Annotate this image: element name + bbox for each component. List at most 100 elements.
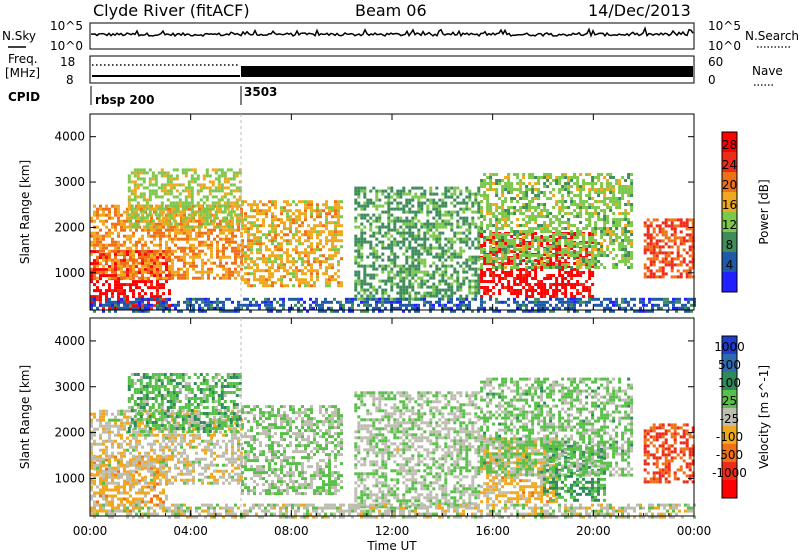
heatmap-cell bbox=[495, 245, 499, 248]
heatmap-cell bbox=[183, 252, 186, 256]
heatmap-cell bbox=[159, 300, 162, 304]
heatmap-cell bbox=[516, 277, 520, 280]
heatmap-cell bbox=[501, 209, 505, 212]
heatmap-cell bbox=[537, 182, 541, 185]
heatmap-cell bbox=[241, 218, 244, 222]
heatmap-cell bbox=[646, 233, 650, 237]
heatmap-cell bbox=[114, 210, 117, 214]
heatmap-cell bbox=[387, 225, 391, 229]
heatmap-cell bbox=[252, 297, 255, 301]
heatmap-cell bbox=[202, 219, 206, 223]
heatmap-cell bbox=[643, 239, 647, 243]
heatmap-cell bbox=[138, 297, 141, 301]
heatmap-cell bbox=[105, 289, 108, 293]
heatmap-cell bbox=[325, 257, 328, 261]
heatmap-cell bbox=[387, 231, 391, 235]
heatmap-cell bbox=[513, 277, 517, 280]
heatmap-cell bbox=[588, 274, 592, 277]
heatmap-cell bbox=[213, 228, 216, 232]
heatmap-cell bbox=[96, 234, 99, 238]
heatmap-cell bbox=[210, 303, 213, 307]
heatmap-cell bbox=[378, 225, 382, 229]
heatmap-cell bbox=[444, 201, 448, 205]
heatmap-cell bbox=[108, 249, 111, 253]
heatmap-cell bbox=[597, 251, 601, 254]
heatmap-cell bbox=[688, 269, 692, 273]
heatmap-cell bbox=[307, 233, 310, 237]
heatmap-cell bbox=[618, 185, 622, 188]
heatmap-cell bbox=[171, 237, 174, 241]
heatmap-cell bbox=[679, 230, 683, 234]
heatmap-cell bbox=[204, 270, 207, 274]
heatmap-cell bbox=[132, 222, 135, 226]
nsky-tick-bottom: 10^0 bbox=[50, 39, 83, 53]
heatmap-cell bbox=[198, 228, 201, 232]
heatmap-cell bbox=[144, 309, 147, 313]
heatmap-cell bbox=[286, 257, 289, 261]
heatmap-cell bbox=[474, 222, 478, 226]
heatmap-cell bbox=[489, 271, 493, 274]
heatmap-cell bbox=[495, 230, 499, 233]
heatmap-cell bbox=[120, 292, 123, 296]
heatmap-cell bbox=[310, 278, 313, 282]
heatmap-cell bbox=[139, 210, 143, 214]
heatmap-cell bbox=[444, 189, 448, 193]
heatmap-cell bbox=[226, 213, 230, 217]
heatmap-cell bbox=[294, 297, 297, 301]
heatmap-cell bbox=[105, 270, 108, 274]
heatmap-cell bbox=[99, 303, 102, 307]
heatmap-cell bbox=[444, 186, 448, 190]
heatmap-cell bbox=[390, 300, 393, 304]
heatmap-cell bbox=[543, 215, 547, 218]
heatmap-cell bbox=[576, 283, 580, 286]
heatmap-cell bbox=[534, 265, 538, 268]
heatmap-cell bbox=[531, 295, 535, 298]
heatmap-cell bbox=[300, 297, 303, 301]
heatmap-cell bbox=[294, 303, 297, 307]
heatmap-cell bbox=[441, 309, 444, 313]
heatmap-cell bbox=[489, 248, 493, 251]
heatmap-cell bbox=[522, 259, 526, 262]
heatmap-cell bbox=[396, 240, 400, 244]
heatmap-cell bbox=[396, 219, 400, 223]
heatmap-cell bbox=[190, 186, 194, 190]
heatmap-cell bbox=[624, 188, 628, 191]
heatmap-cell bbox=[268, 275, 271, 279]
heatmap-cell bbox=[594, 209, 598, 212]
heatmap-cell bbox=[510, 227, 514, 230]
heatmap-cell bbox=[465, 294, 469, 298]
heatmap-cell bbox=[579, 251, 583, 254]
heatmap-cell bbox=[265, 233, 268, 237]
heatmap-cell bbox=[214, 186, 218, 190]
heatmap-cell bbox=[304, 212, 307, 216]
heatmap-cell bbox=[244, 272, 247, 276]
heatmap-cell bbox=[360, 264, 364, 268]
heatmap-cell bbox=[396, 204, 400, 208]
heatmap-cell bbox=[405, 216, 409, 220]
heatmap-cell bbox=[231, 207, 234, 211]
heatmap-cell bbox=[213, 213, 216, 217]
heatmap-cell bbox=[606, 233, 610, 236]
heatmap-cell bbox=[504, 200, 508, 203]
heatmap-cell bbox=[169, 183, 173, 187]
heatmap-cell bbox=[157, 195, 161, 199]
heatmap-cell bbox=[609, 185, 613, 188]
heatmap-cell bbox=[177, 237, 180, 241]
heatmap-cell bbox=[393, 261, 397, 265]
heatmap-cell bbox=[234, 261, 237, 265]
heatmap-cell bbox=[627, 176, 631, 179]
heatmap-cell bbox=[363, 264, 367, 268]
heatmap-cell bbox=[135, 243, 138, 247]
heatmap-cell bbox=[540, 203, 544, 206]
heatmap-cell bbox=[606, 197, 610, 200]
heatmap-cell bbox=[459, 216, 463, 220]
heatmap-cell bbox=[247, 266, 250, 270]
heatmap-cell bbox=[444, 222, 448, 226]
heatmap-cell bbox=[256, 239, 259, 243]
heatmap-cell bbox=[540, 265, 544, 268]
heatmap-cell bbox=[390, 213, 394, 217]
heatmap-cell bbox=[162, 222, 165, 226]
heatmap-cell bbox=[147, 270, 150, 274]
heatmap-cell bbox=[105, 225, 108, 229]
heatmap-cell bbox=[492, 280, 496, 283]
